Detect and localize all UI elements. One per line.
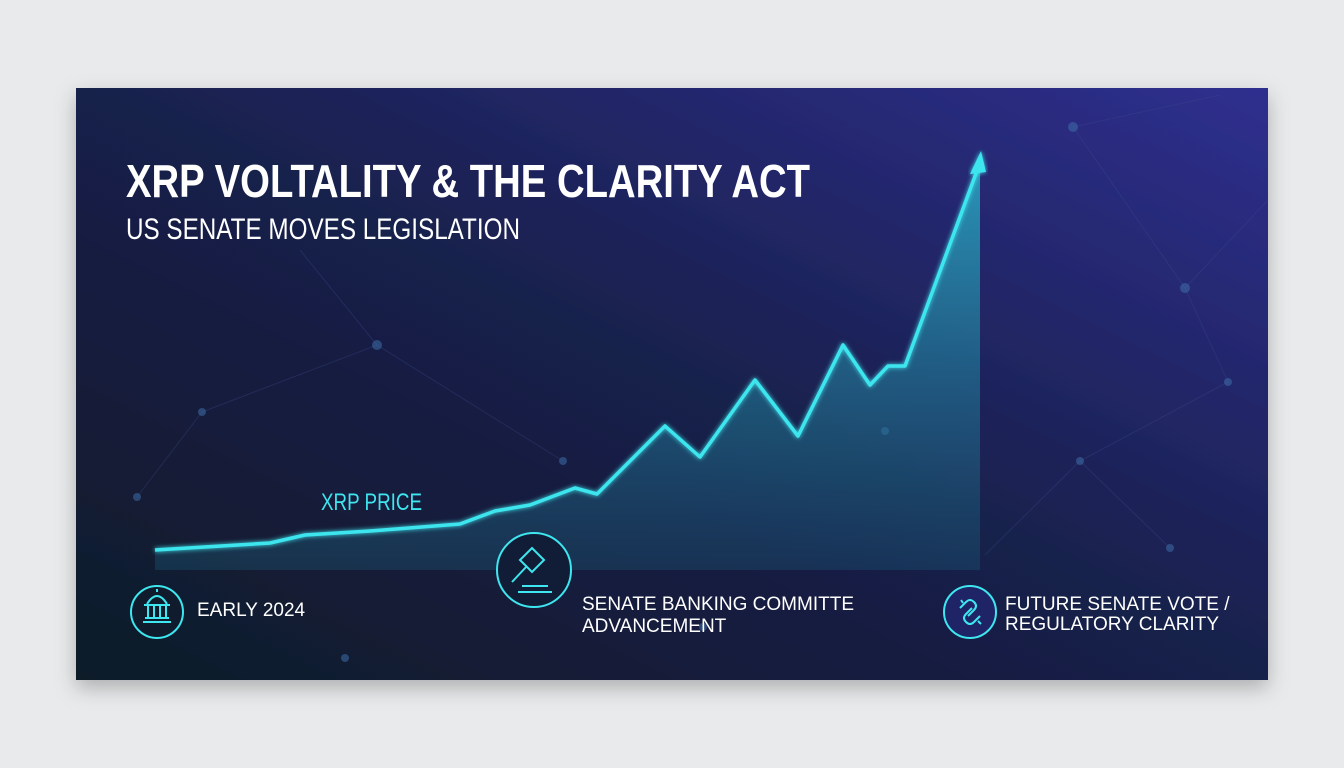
price-area bbox=[155, 165, 980, 570]
milestone-icons bbox=[130, 532, 997, 639]
arrow-head bbox=[970, 151, 986, 174]
milestone-label: REGULATORY CLARITY bbox=[1005, 614, 1219, 635]
title: XRP VOLTALITY & THE CLARITY ACT bbox=[126, 155, 810, 207]
chart-label: XRP PRICE bbox=[321, 489, 422, 516]
milestone-label: EARLY 2024 bbox=[197, 600, 306, 621]
card bbox=[76, 88, 1268, 680]
milestone-label: SENATE BANKING COMMITTE bbox=[582, 594, 854, 615]
milestone-label: ADVANCEMENT bbox=[582, 616, 727, 637]
network-nodes bbox=[133, 122, 1232, 662]
price-line bbox=[154, 167, 980, 552]
milestone-label: FUTURE SENATE VOTE / bbox=[1005, 594, 1230, 615]
subtitle: US SENATE MOVES LEGISLATION bbox=[126, 213, 520, 246]
